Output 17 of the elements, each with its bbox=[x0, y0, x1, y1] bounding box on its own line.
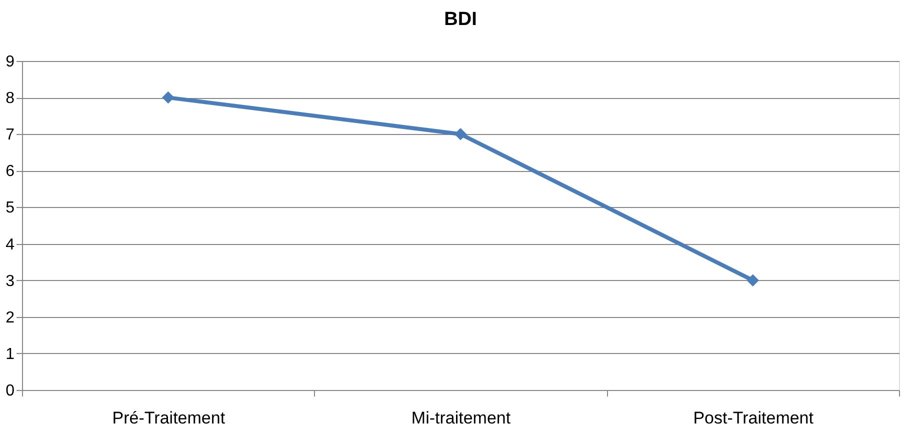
y-tick-label: 2 bbox=[6, 309, 15, 326]
point bbox=[454, 128, 467, 140]
y-tick-label: 0 bbox=[6, 382, 15, 400]
x-tick-label: Post-Traitement bbox=[693, 408, 814, 428]
y-tick-label: 8 bbox=[6, 90, 15, 108]
y-tick-label: 7 bbox=[6, 126, 15, 144]
y-tick-label: 6 bbox=[6, 163, 15, 180]
x-tick-label: Pré-Traitement bbox=[112, 408, 226, 428]
y-tick-label: 1 bbox=[6, 346, 15, 363]
y-tick-label: 5 bbox=[6, 200, 15, 217]
point bbox=[746, 274, 759, 286]
chart-title: BDI bbox=[444, 9, 477, 30]
point bbox=[162, 91, 174, 104]
y-tick-label: 3 bbox=[6, 272, 15, 290]
y-tick-label: 9 bbox=[6, 54, 15, 70]
y-tick-label: 4 bbox=[6, 236, 15, 254]
x-tick-label: Mi-traitement bbox=[411, 408, 511, 428]
